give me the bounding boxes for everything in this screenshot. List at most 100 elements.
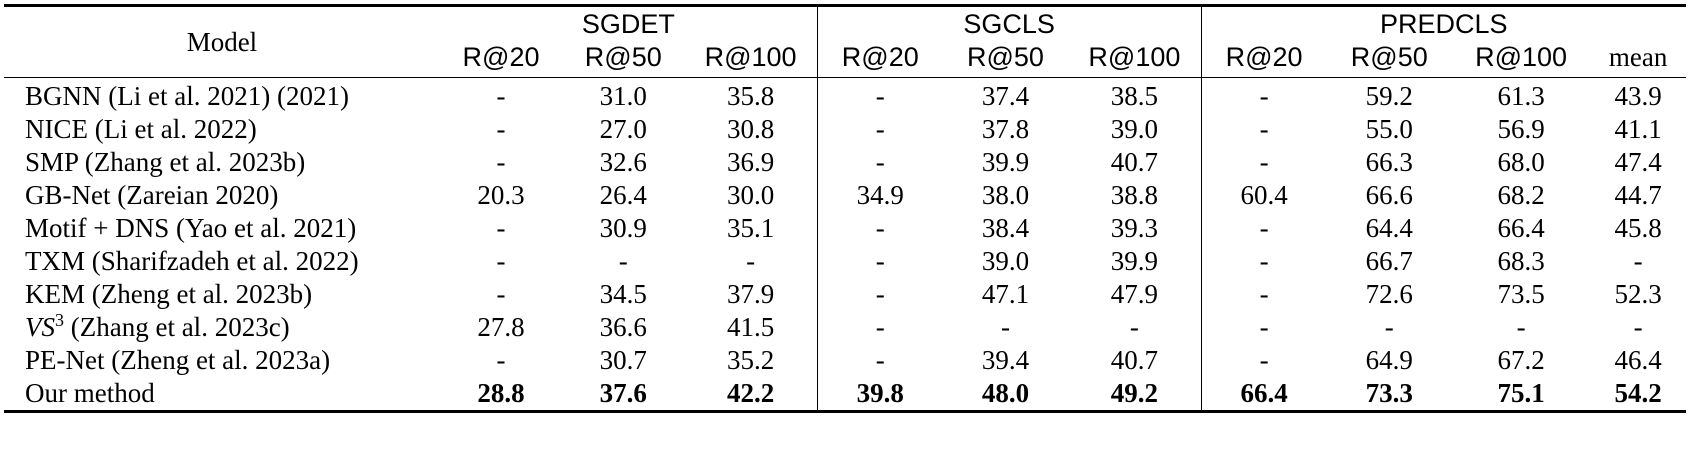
subcol-header: R@20 bbox=[816, 41, 943, 78]
value-cell: - bbox=[816, 113, 943, 146]
results-table: Model SGDET SGCLS PREDCLS R@20 R@50 R@10… bbox=[4, 4, 1686, 413]
value-cell: - bbox=[816, 278, 943, 311]
table-row: NICE (Li et al. 2022) - 27.0 30.8 - 37.8 39.0 -… bbox=[4, 113, 1686, 146]
value-cell: 28.8 bbox=[477, 378, 525, 408]
value-cell: - bbox=[496, 213, 506, 243]
table-body: BGNN (Li et al. 2021) (2021) -31.0 35.8-37… bbox=[4, 77, 1686, 412]
model-name-cell: SMP (Zhang et al. 2023b) bbox=[25, 147, 306, 177]
value-cell: - bbox=[1633, 246, 1643, 276]
subcol-header: R@50 bbox=[1350, 42, 1428, 72]
value-cell: 39.0 bbox=[981, 246, 1030, 276]
value-cell: - bbox=[816, 146, 943, 179]
value-cell: 27.8 bbox=[477, 312, 525, 342]
value-cell: - bbox=[1129, 312, 1139, 342]
value-cell: 75.1 bbox=[1497, 378, 1545, 408]
value-cell: 55.0 bbox=[1365, 114, 1413, 144]
value-cell: 45.8 bbox=[1614, 213, 1662, 243]
value-cell: - bbox=[496, 147, 506, 177]
subcol-header: R@50 bbox=[584, 42, 662, 72]
subcol-header: R@20 bbox=[1200, 41, 1327, 78]
value-cell: 38.0 bbox=[981, 180, 1030, 210]
value-cell: 35.8 bbox=[684, 77, 818, 113]
value-cell: 68.2 bbox=[1497, 180, 1545, 210]
value-cell: - bbox=[816, 77, 943, 113]
value-cell: 41.1 bbox=[1614, 114, 1662, 144]
model-name-prefix: VS bbox=[25, 312, 55, 342]
value-cell: - bbox=[1200, 278, 1327, 311]
subcol-header: R@100 bbox=[704, 42, 797, 72]
value-cell: - bbox=[816, 344, 943, 377]
value-cell: 37.8 bbox=[981, 114, 1030, 144]
value-cell: - bbox=[1633, 312, 1643, 342]
group-header-sgcls: SGCLS bbox=[816, 5, 1202, 41]
value-cell: 66.4 bbox=[1497, 213, 1545, 243]
value-cell: 41.5 bbox=[726, 312, 775, 342]
value-cell: 39.9 bbox=[981, 147, 1030, 177]
value-cell: 31.0 bbox=[562, 77, 685, 113]
value-cell: 72.6 bbox=[1365, 279, 1413, 309]
value-cell: 37.4 bbox=[942, 77, 1069, 113]
value-cell: 47.9 bbox=[1110, 279, 1159, 309]
value-cell: 40.7 bbox=[1110, 345, 1159, 375]
value-cell: 26.4 bbox=[599, 180, 647, 210]
value-cell: 39.9 bbox=[1110, 246, 1159, 276]
value-cell: 34.5 bbox=[599, 279, 647, 309]
value-cell: 61.3 bbox=[1452, 77, 1591, 113]
value-cell: 27.0 bbox=[599, 114, 647, 144]
value-cell: - bbox=[1200, 146, 1327, 179]
value-cell: - bbox=[496, 279, 506, 309]
value-cell: - bbox=[1000, 312, 1010, 342]
value-cell: - bbox=[1200, 344, 1327, 377]
value-cell: 59.2 bbox=[1326, 77, 1452, 113]
value-cell: - bbox=[746, 246, 756, 276]
value-cell: 39.8 bbox=[816, 377, 943, 412]
model-name-cell: KEM (Zheng et al. 2023b) bbox=[25, 279, 313, 309]
table-row: TXM (Sharifzadeh et al. 2022) - - - - 39.0 39.… bbox=[4, 245, 1686, 278]
model-name-cell: GB-Net (Zareian 2020) bbox=[25, 180, 279, 210]
value-cell: - bbox=[439, 77, 563, 113]
model-column-header: Model bbox=[186, 27, 258, 57]
table-row: GB-Net (Zareian 2020) 20.3 26.4 30.0 34.9 38.… bbox=[4, 179, 1686, 212]
value-cell: 54.2 bbox=[1614, 378, 1662, 408]
value-cell: 35.2 bbox=[726, 345, 775, 375]
value-cell: 66.3 bbox=[1365, 147, 1413, 177]
value-cell: 37.9 bbox=[726, 279, 775, 309]
table-row: VS3 (Zhang et al. 2023c) 27.8 36.6 41.5 - - - -… bbox=[4, 311, 1686, 344]
value-cell: - bbox=[816, 311, 943, 344]
value-cell: 42.2 bbox=[726, 378, 775, 408]
value-cell: - bbox=[1200, 245, 1327, 278]
value-cell: - bbox=[496, 345, 506, 375]
model-name-text: (Zhang et al. 2023c) bbox=[70, 312, 290, 342]
value-cell: 39.3 bbox=[1110, 213, 1159, 243]
value-cell: 68.3 bbox=[1497, 246, 1545, 276]
subcol-header-mean: mean bbox=[1608, 42, 1668, 72]
subcol-header: R@50 bbox=[966, 42, 1044, 72]
value-cell: - bbox=[1200, 113, 1327, 146]
value-cell: 39.0 bbox=[1110, 114, 1159, 144]
value-cell: - bbox=[1384, 312, 1394, 342]
value-cell: 49.2 bbox=[1110, 378, 1159, 408]
value-cell: 35.1 bbox=[726, 213, 775, 243]
group-header-sgdet: SGDET bbox=[581, 9, 675, 39]
value-cell: - bbox=[496, 246, 506, 276]
value-cell: 38.5 bbox=[1068, 77, 1202, 113]
group-header-predcls: PREDCLS bbox=[1200, 5, 1686, 41]
value-cell: - bbox=[1200, 311, 1327, 344]
table-header: Model SGDET SGCLS PREDCLS R@20 R@50 R@10… bbox=[4, 5, 1686, 78]
value-cell: 73.3 bbox=[1365, 378, 1413, 408]
table-row: Motif + DNS (Yao et al. 2021) - 30.9 35.1 - 3… bbox=[4, 212, 1686, 245]
value-cell: 38.8 bbox=[1110, 180, 1159, 210]
value-cell: 66.7 bbox=[1365, 246, 1413, 276]
value-cell: 56.9 bbox=[1497, 114, 1545, 144]
value-cell: 30.7 bbox=[599, 345, 647, 375]
value-cell: - bbox=[1200, 212, 1327, 245]
value-cell: 36.6 bbox=[599, 312, 647, 342]
value-cell: 30.8 bbox=[726, 114, 775, 144]
value-cell: 40.7 bbox=[1110, 147, 1159, 177]
value-cell: 60.4 bbox=[1200, 179, 1327, 212]
table-row: BGNN (Li et al. 2021) (2021) -31.0 35.8-37… bbox=[4, 77, 1686, 113]
value-cell: 37.6 bbox=[599, 378, 647, 408]
subcol-header: R@20 bbox=[462, 42, 540, 72]
value-cell: 32.6 bbox=[599, 147, 647, 177]
model-name-cell: VS3 (Zhang et al. 2023c) bbox=[4, 311, 440, 344]
